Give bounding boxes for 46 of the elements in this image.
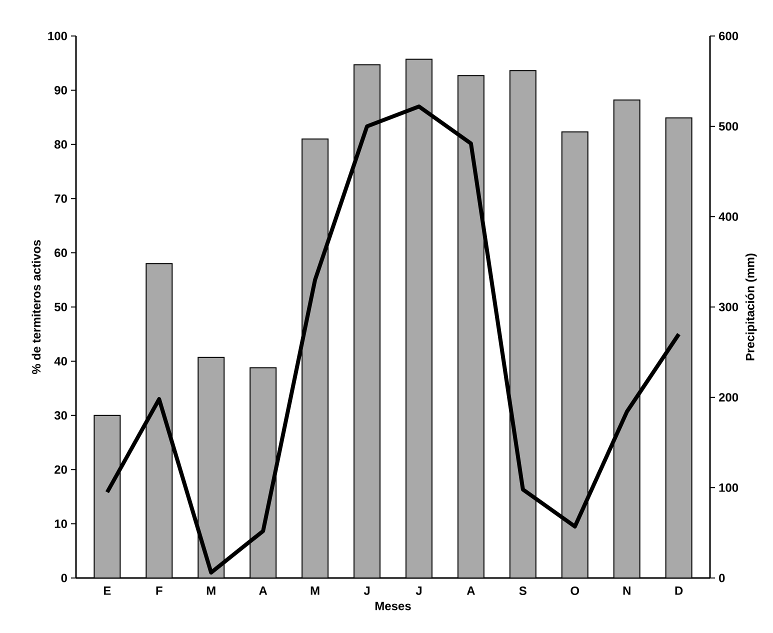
y2-tick-label: 0 — [719, 574, 725, 582]
y-axis-title: % de termiteros activos — [32, 240, 41, 374]
line-series — [105, 104, 681, 575]
bar — [302, 138, 329, 578]
y2-tick-label: 600 — [718, 32, 738, 40]
bar — [354, 64, 381, 578]
y2-axis-title: Precipitación (mm) — [745, 254, 757, 360]
x-tick-label: A — [259, 586, 268, 595]
y-tick-label: 60 — [54, 248, 67, 258]
y2-tick-label: 300 — [718, 302, 738, 312]
x-tick-label: E — [104, 586, 111, 595]
y2-tick-label: 200 — [718, 393, 738, 402]
bar — [94, 414, 121, 578]
y-tick-label: 20 — [54, 465, 67, 474]
x-tick-label: F — [156, 586, 162, 595]
x-tick-label: J — [364, 586, 370, 595]
bar — [146, 263, 173, 578]
bar — [457, 75, 484, 578]
x-axis-title: Meses — [375, 602, 411, 610]
y2-tick-label: 500 — [718, 122, 738, 131]
y2-tick-label: 100 — [719, 483, 738, 492]
y-tick-label: 50 — [54, 302, 67, 312]
bar — [613, 99, 640, 578]
y-tick-label: 10 — [54, 520, 67, 528]
y-tick-label: 80 — [54, 140, 67, 149]
x-tick-label: O — [570, 586, 580, 596]
y-tick-label: 100 — [48, 32, 67, 40]
x-tick-label: N — [623, 586, 630, 595]
bar — [509, 70, 536, 578]
bar — [198, 356, 225, 578]
x-tick-label: A — [466, 586, 475, 595]
bar — [665, 117, 692, 578]
bar — [405, 58, 432, 578]
y-tick-label: 30 — [54, 411, 67, 420]
y-tick-label: 40 — [54, 356, 67, 366]
x-tick-label: J — [416, 586, 422, 595]
x-tick-label: S — [519, 586, 526, 596]
x-tick-label: M — [206, 586, 216, 595]
y-tick-label: 0 — [61, 574, 67, 582]
y-tick-label: 70 — [54, 194, 67, 203]
y-tick-label: 90 — [54, 86, 67, 94]
bar — [561, 131, 588, 578]
x-tick-label: D — [675, 586, 683, 595]
y2-tick-label: 400 — [718, 212, 738, 221]
x-tick-label: M — [310, 586, 320, 595]
bar — [250, 367, 277, 578]
